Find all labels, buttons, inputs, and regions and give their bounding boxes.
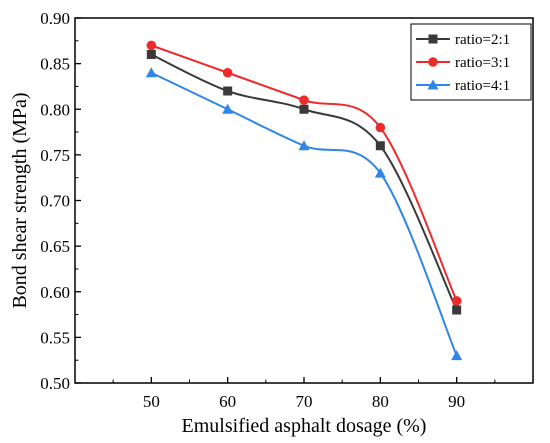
y-tick-label: 0.70 (40, 192, 70, 211)
y-tick-label: 0.60 (40, 283, 70, 302)
x-tick-label: 80 (372, 392, 389, 411)
x-tick-label: 90 (448, 392, 465, 411)
data-point-series-2 (299, 95, 309, 105)
y-tick-label: 0.50 (40, 374, 70, 393)
data-point-series-3 (298, 140, 310, 151)
y-tick-label: 0.55 (40, 328, 70, 347)
legend-label: ratio=2:1 (455, 32, 510, 48)
data-point-series-3 (145, 67, 157, 78)
data-point-series-3 (374, 167, 386, 178)
data-point-series-1 (452, 305, 462, 315)
x-tick-label: 60 (219, 392, 236, 411)
y-tick-label: 0.75 (40, 146, 70, 165)
legend-swatch-marker (428, 57, 438, 67)
legend-label: ratio=4:1 (455, 78, 510, 94)
data-point-series-1 (375, 141, 385, 151)
legend-label: ratio=3:1 (455, 55, 510, 71)
data-point-series-1 (299, 104, 309, 114)
legend-swatch-marker (428, 34, 438, 44)
x-tick-label: 70 (296, 392, 313, 411)
y-tick-label: 0.80 (40, 100, 70, 119)
series-line-1 (150, 53, 458, 311)
legend-swatch-marker (427, 79, 439, 90)
data-point-series-2 (375, 122, 386, 133)
series-line-3 (150, 71, 458, 357)
x-axis-title: Emulsified asphalt dosage (%) (182, 415, 427, 437)
data-point-series-2 (451, 296, 462, 306)
data-point-series-3 (451, 350, 463, 361)
y-axis-title: Bond shear strength (MPa) (9, 92, 31, 308)
data-point-series-2 (222, 67, 233, 78)
series-line-2 (150, 44, 458, 302)
data-point-series-1 (146, 50, 156, 59)
x-tick-label: 50 (143, 392, 160, 411)
y-tick-label: 0.65 (40, 237, 70, 256)
y-tick-label: 0.85 (40, 55, 70, 74)
y-tick-label: 0.90 (40, 9, 70, 28)
data-point-series-1 (223, 86, 233, 96)
data-point-series-2 (146, 40, 157, 51)
data-point-series-3 (222, 103, 234, 114)
